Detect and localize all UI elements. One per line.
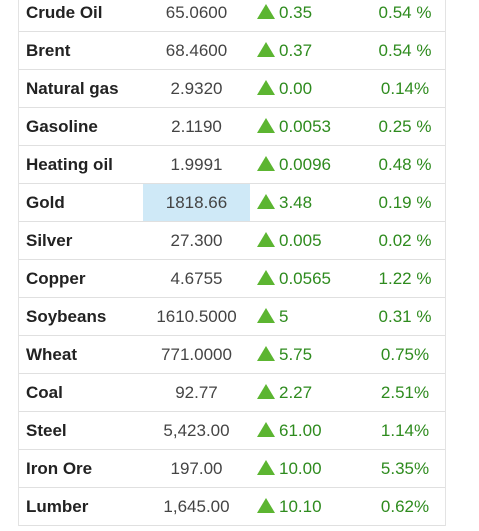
change-value: 2.27 <box>279 382 313 402</box>
commodity-price: 1.9991 <box>170 154 223 174</box>
change-value: 10.00 <box>279 458 322 478</box>
commodity-name[interactable]: Gasoline <box>26 116 98 136</box>
table-row[interactable]: Gasoline 2.1190 0.0053 0.25 % <box>19 108 445 146</box>
commodity-price: 2.1190 <box>171 116 222 136</box>
table-row[interactable]: Silver 27.300 0.005 0.02 % <box>19 222 445 260</box>
commodity-change: 5 <box>250 298 365 335</box>
commodity-change: 0.0565 <box>250 260 365 297</box>
commodity-name[interactable]: Coal <box>26 382 63 402</box>
commodity-change: 10.10 <box>250 488 365 525</box>
commodity-change: 0.37 <box>250 32 365 69</box>
commodity-percent: 0.19 % <box>378 192 432 212</box>
commodity-percent: 0.62% <box>380 496 430 516</box>
commodity-price: 2.9320 <box>170 78 223 98</box>
commodity-percent: 0.25 % <box>378 116 432 136</box>
table-row[interactable]: Heating oil 1.9991 0.0096 0.48 % <box>19 146 445 184</box>
change-value: 0.0565 <box>279 268 331 288</box>
commodity-name[interactable]: Brent <box>26 40 71 60</box>
commodity-name[interactable]: Silver <box>26 230 73 250</box>
commodity-price: 92.77 <box>175 382 218 402</box>
table-row[interactable]: Gold 1818.66 3.48 0.19 % <box>19 184 445 222</box>
up-triangle-icon <box>257 4 275 19</box>
table-row[interactable]: Steel 5,423.00 61.00 1.14% <box>19 412 445 450</box>
commodity-name[interactable]: Heating oil <box>26 154 113 174</box>
change-value: 0.0096 <box>279 154 331 174</box>
commodity-change: 0.0053 <box>250 108 365 145</box>
up-triangle-icon <box>257 460 275 475</box>
commodity-price: 65.0600 <box>165 2 228 22</box>
commodity-percent: 0.14% <box>380 78 430 98</box>
commodity-percent: 1.14% <box>380 420 430 440</box>
table-row[interactable]: Copper 4.6755 0.0565 1.22 % <box>19 260 445 298</box>
commodity-change: 61.00 <box>250 412 365 449</box>
commodity-name[interactable]: Gold <box>26 192 65 212</box>
commodity-change: 3.48 <box>250 184 365 221</box>
table-row[interactable]: Natural gas 2.9320 0.00 0.14% <box>19 70 445 108</box>
commodity-price: 5,423.00 <box>163 420 230 440</box>
commodity-price: 771.0000 <box>161 344 232 364</box>
table-row[interactable]: Crude Oil 65.0600 0.35 0.54 % <box>19 0 445 32</box>
commodity-percent: 2.51% <box>380 382 430 402</box>
up-triangle-icon <box>257 308 275 323</box>
commodity-percent: 0.75% <box>380 344 430 364</box>
table-row[interactable]: Wheat 771.0000 5.75 0.75% <box>19 336 445 374</box>
up-triangle-icon <box>257 118 275 133</box>
commodity-percent: 5.35% <box>380 458 430 478</box>
commodity-name[interactable]: Crude Oil <box>26 2 103 22</box>
commodity-name[interactable]: Copper <box>26 268 86 288</box>
commodity-price: 68.4600 <box>165 40 228 60</box>
commodity-change: 0.0096 <box>250 146 365 183</box>
table-row[interactable]: Brent 68.4600 0.37 0.54 % <box>19 32 445 70</box>
commodity-name[interactable]: Soybeans <box>26 306 107 326</box>
commodity-percent: 1.22 % <box>378 268 432 288</box>
commodity-change: 5.75 <box>250 336 365 373</box>
table-row[interactable]: Lumber 1,645.00 10.10 0.62% <box>19 488 445 526</box>
commodities-table: Crude Oil 65.0600 0.35 0.54 % Brent 68.4… <box>18 0 446 526</box>
commodity-price: 4.6755 <box>170 268 223 288</box>
commodity-percent: 0.48 % <box>378 154 432 174</box>
commodity-price: 197.00 <box>170 458 223 478</box>
commodity-change: 10.00 <box>250 450 365 487</box>
up-triangle-icon <box>257 384 275 399</box>
commodity-name[interactable]: Steel <box>26 420 67 440</box>
commodity-name[interactable]: Iron Ore <box>26 458 93 478</box>
up-triangle-icon <box>257 270 275 285</box>
up-triangle-icon <box>257 42 275 57</box>
table-row[interactable]: Iron Ore 197.00 10.00 5.35% <box>19 450 445 488</box>
up-triangle-icon <box>257 232 275 247</box>
commodity-change: 0.35 <box>250 0 365 31</box>
up-triangle-icon <box>257 346 275 361</box>
commodity-change: 0.005 <box>250 222 365 259</box>
commodity-percent: 0.31 % <box>378 306 432 326</box>
change-value: 0.35 <box>279 2 313 22</box>
commodity-price-highlighted: 1818.66 <box>143 184 250 221</box>
commodity-name[interactable]: Wheat <box>26 344 77 364</box>
up-triangle-icon <box>257 498 275 513</box>
change-value: 0.0053 <box>279 116 331 136</box>
change-value: 61.00 <box>279 420 322 440</box>
change-value: 0.00 <box>279 78 313 98</box>
commodity-price: 1,645.00 <box>163 496 230 516</box>
commodity-name[interactable]: Natural gas <box>26 78 119 98</box>
change-value: 0.005 <box>279 230 322 250</box>
commodity-change: 0.00 <box>250 70 365 107</box>
commodity-name[interactable]: Lumber <box>26 496 89 516</box>
change-value: 0.37 <box>279 40 313 60</box>
table-row[interactable]: Soybeans 1610.5000 5 0.31 % <box>19 298 445 336</box>
up-triangle-icon <box>257 422 275 437</box>
up-triangle-icon <box>257 194 275 209</box>
commodity-percent: 0.54 % <box>378 40 432 60</box>
commodity-change: 2.27 <box>250 374 365 411</box>
commodity-percent: 0.54 % <box>378 2 432 22</box>
table-row[interactable]: Coal 92.77 2.27 2.51% <box>19 374 445 412</box>
up-triangle-icon <box>257 80 275 95</box>
up-triangle-icon <box>257 156 275 171</box>
commodity-price: 27.300 <box>170 230 223 250</box>
change-value: 5 <box>279 306 289 326</box>
change-value: 3.48 <box>279 192 313 212</box>
change-value: 5.75 <box>279 344 313 364</box>
commodity-percent: 0.02 % <box>378 230 432 250</box>
change-value: 10.10 <box>279 496 322 516</box>
commodity-price: 1610.5000 <box>156 306 237 326</box>
